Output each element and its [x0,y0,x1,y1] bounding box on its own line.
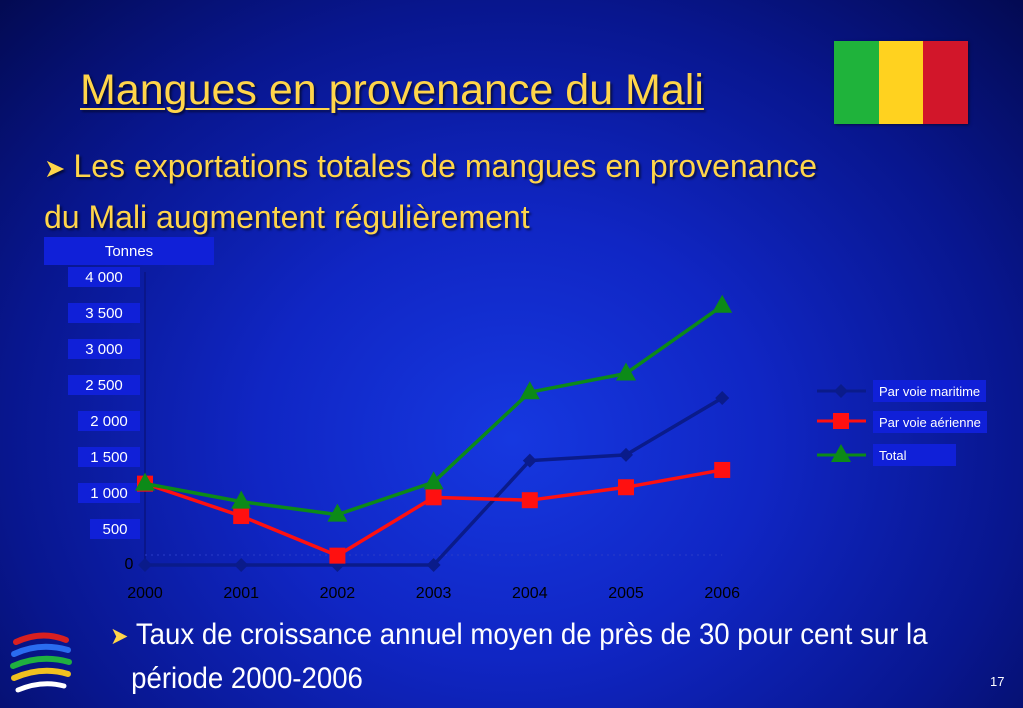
subtitle-line-1: Les exportations totales de mangues en p… [73,148,818,184]
series-line-2 [144,304,724,517]
series-0-point [715,390,730,405]
series-1-point [425,489,442,506]
series-2-point [519,381,540,400]
x-tick-label: 2003 [415,585,452,602]
series-1-point [714,461,731,478]
y-tick-label: 2 000 [78,411,140,431]
series-2-point [423,471,444,490]
page-number: 17 [990,674,1005,689]
flag-stripe-green [834,41,879,124]
y-tick-label: 0 [124,556,134,573]
series-1-point [618,479,634,496]
series-2-point [231,490,252,509]
subtitle-line-2: du Mali augmentent régulièrement [44,199,530,235]
flag-stripe-red [923,41,969,124]
legend-marker-1 [833,413,849,429]
x-tick-label: 2001 [223,585,259,602]
arrow-bullet-icon: ➤ [110,623,129,650]
y-tick-label: 3 500 [68,303,140,323]
series-0-point [426,558,441,572]
arrow-bullet-icon: ➤ [44,155,66,183]
series-2-point [616,362,636,381]
legend-label-total: Total [873,444,956,466]
subtitle: ➤ Les exportations totales de mangues en … [44,142,1004,241]
y-tick-label: 500 [90,519,140,539]
y-tick-label: 3 000 [68,339,140,359]
series-line-1 [144,468,723,558]
x-tick-label: 2004 [512,585,548,602]
series-1-point [329,547,346,564]
y-tick-label: 4 000 [68,267,140,287]
flag-stripe-yellow [878,41,924,124]
x-tick-label: 2002 [319,585,356,602]
series-0-point [522,453,537,468]
legend-marker-2 [831,444,851,462]
series-0-point [138,558,152,572]
y-tick-label: 2 500 [68,375,140,395]
series-0-point [234,558,249,572]
bottom-note: ➤ Taux de croissance annuel moyen de près… [110,614,938,700]
wto-logo-icon [10,632,72,693]
series-line-0 [145,396,724,567]
bottom-note-line-1: Taux de croissance annuel moyen de près … [135,618,928,651]
series-2-point [712,294,733,313]
y-axis-unit-label: Tonnes [44,237,214,265]
mali-flag [834,41,969,124]
x-tick-label: 2005 [608,585,644,602]
series-0-point [619,447,633,462]
series-1-point [521,492,538,509]
slide-title: Mangues en provenance du Mali [80,66,704,114]
legend-label-aerienne: Par voie aérienne [873,411,987,433]
bottom-note-line-2: période 2000-2006 [131,662,363,695]
legend-marker-0 [834,384,848,398]
x-tick-label: 2006 [704,585,740,602]
y-tick-label: 1 000 [78,483,140,503]
series-1-point [233,508,250,525]
series-2-point [327,503,348,522]
legend-label-maritime: Par voie maritime [873,380,987,402]
y-tick-label: 1 500 [78,447,140,467]
series-0-point [330,558,345,572]
x-tick-label: 2000 [127,585,163,602]
